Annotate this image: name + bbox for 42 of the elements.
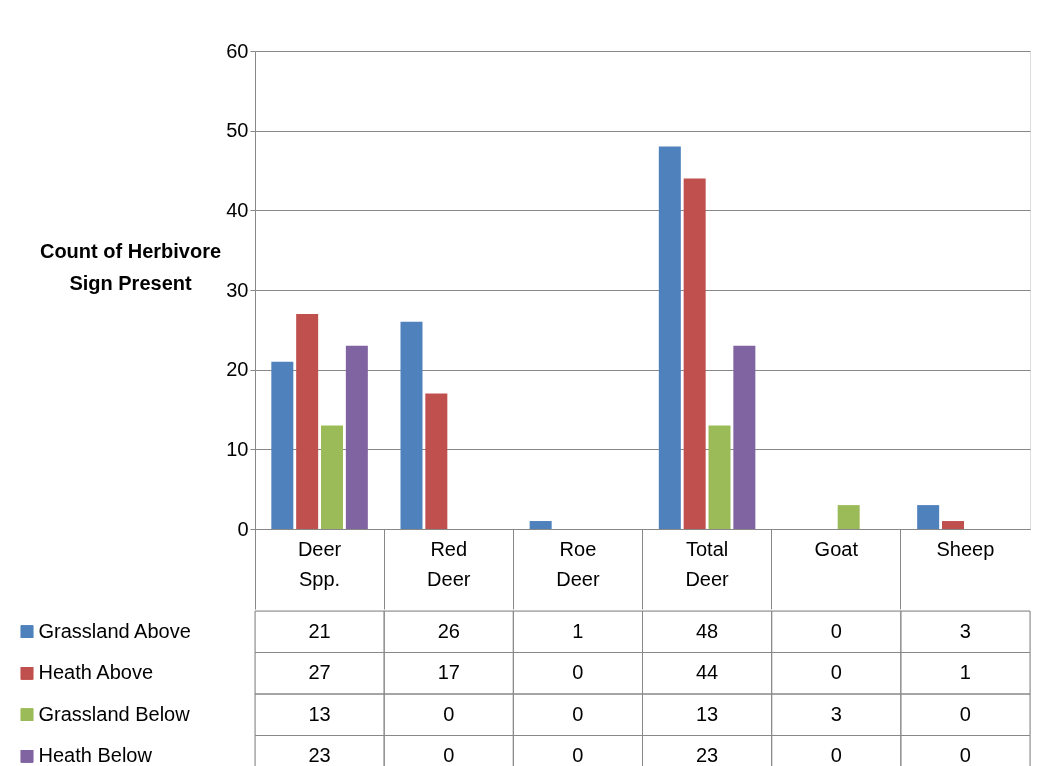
data-label: 48 xyxy=(695,619,719,642)
y-tick-label: 20 xyxy=(226,358,249,381)
data-label: 17 xyxy=(437,661,460,684)
data-label: 0 xyxy=(572,661,584,684)
x-tick-label: Goat xyxy=(814,537,859,560)
data-label: 26 xyxy=(437,619,460,642)
data-label: 0 xyxy=(959,744,971,766)
data-label: 1 xyxy=(959,661,971,684)
data-label: 0 xyxy=(443,744,455,766)
data-label: 0 xyxy=(830,744,842,766)
y-axis-title: Count of Herbivore Sign Present xyxy=(39,239,222,294)
data-label: 0 xyxy=(830,661,842,684)
data-label: 27 xyxy=(308,661,331,684)
legend-label: Grassland Below xyxy=(38,702,191,725)
data-label: 23 xyxy=(695,744,719,766)
data-label: 13 xyxy=(695,702,719,725)
data-label: 1 xyxy=(572,619,584,642)
x-tick-label: Roe Deer xyxy=(556,537,600,590)
data-label: 3 xyxy=(830,702,842,725)
data-label: 13 xyxy=(308,702,331,725)
y-tick-label: 0 xyxy=(237,517,249,540)
y-tick-label: 40 xyxy=(226,198,249,221)
x-tick-label: Red Deer xyxy=(427,537,471,590)
data-label: 0 xyxy=(572,702,584,725)
x-tick-label: Total Deer xyxy=(685,537,730,590)
data-label: 0 xyxy=(959,702,971,725)
data-label: 0 xyxy=(443,702,455,725)
data-label: 0 xyxy=(830,619,842,642)
data-label: 0 xyxy=(572,744,584,766)
y-tick-label: 50 xyxy=(226,119,249,142)
y-tick-label: 60 xyxy=(226,39,249,62)
data-label: 3 xyxy=(959,619,971,642)
y-tick-label: 10 xyxy=(226,437,249,460)
x-tick-label: Deer Spp. xyxy=(297,537,342,590)
legend-label: Heath Above xyxy=(38,661,154,684)
legend-label: Heath Below xyxy=(38,744,153,766)
data-label: 44 xyxy=(695,661,719,684)
x-tick-label: Sheep xyxy=(936,537,995,560)
y-tick-label: 30 xyxy=(226,278,249,301)
legend-label: Grassland Above xyxy=(38,619,191,642)
data-label: 23 xyxy=(308,744,331,766)
data-label: 21 xyxy=(308,619,331,642)
